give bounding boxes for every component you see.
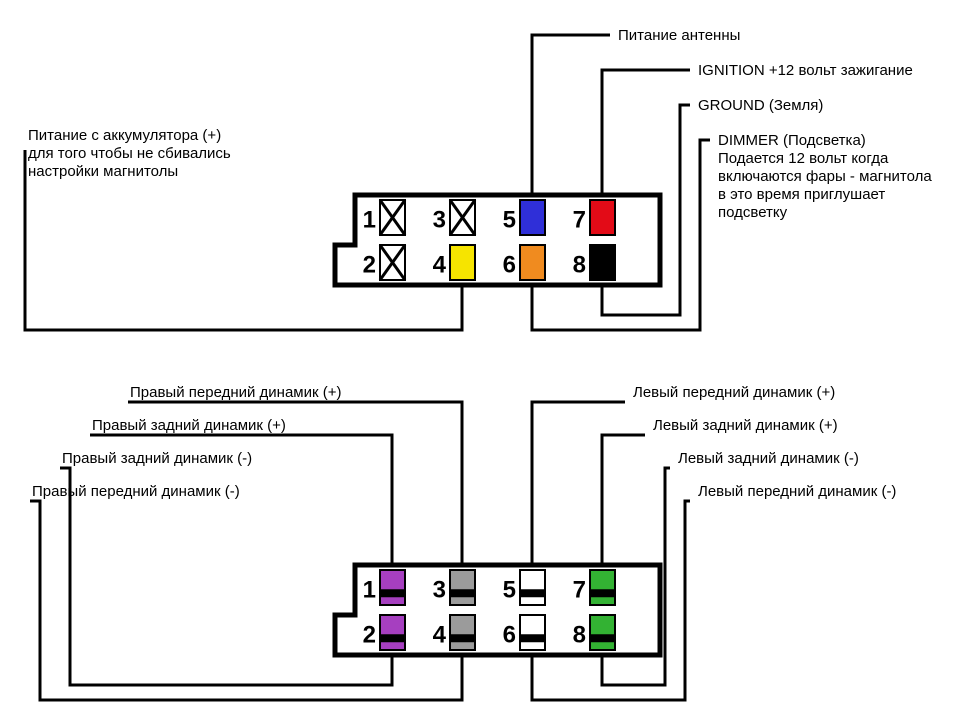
- svg-text:8: 8: [573, 251, 586, 278]
- svg-text:Левый задний динамик (-): Левый задний динамик (-): [678, 450, 859, 467]
- svg-text:1: 1: [363, 206, 376, 233]
- svg-text:2: 2: [363, 621, 376, 648]
- svg-text:7: 7: [573, 576, 586, 603]
- svg-text:Левый задний динамик (+): Левый задний динамик (+): [653, 417, 838, 434]
- wiring-diagram: 1 2 3 4 5 6 7 8 Питание антенны IGNITION +12 воль…: [0, 0, 960, 720]
- svg-text:6: 6: [503, 251, 516, 278]
- svg-text:5: 5: [503, 206, 516, 233]
- svg-text:8: 8: [573, 621, 586, 648]
- svg-text:6: 6: [503, 621, 516, 648]
- svg-text:3: 3: [433, 206, 446, 233]
- svg-text:Правый передний динамик (-): Правый передний динамик (-): [32, 483, 240, 500]
- svg-text:Правый задний динамик (+): Правый задний динамик (+): [92, 417, 286, 434]
- svg-text:5: 5: [503, 576, 516, 603]
- svg-text:IGNITION +12 вольт зажигание: IGNITION +12 вольт зажигание: [698, 62, 913, 79]
- svg-text:2: 2: [363, 251, 376, 278]
- svg-text:DIMMER (Подсветка)Подается 12: DIMMER (Подсветка)Подается 12 вольт когд…: [718, 132, 932, 221]
- svg-text:GROUND (Земля): GROUND (Земля): [698, 97, 823, 114]
- svg-text:Правый задний динамик (-): Правый задний динамик (-): [62, 450, 252, 467]
- svg-text:3: 3: [433, 576, 446, 603]
- svg-text:7: 7: [573, 206, 586, 233]
- svg-text:1: 1: [363, 576, 376, 603]
- svg-text:Левый передний динамик (+): Левый передний динамик (+): [633, 384, 835, 401]
- svg-text:Левый передний динамик (-): Левый передний динамик (-): [698, 483, 896, 500]
- svg-text:4: 4: [433, 251, 447, 278]
- svg-text:4: 4: [433, 621, 447, 648]
- svg-text:Питание с аккумулятора (+)для: Питание с аккумулятора (+)для того чтобы…: [28, 127, 231, 180]
- svg-text:Правый передний динамик (+): Правый передний динамик (+): [130, 384, 341, 401]
- svg-text:Питание антенны: Питание антенны: [618, 27, 740, 44]
